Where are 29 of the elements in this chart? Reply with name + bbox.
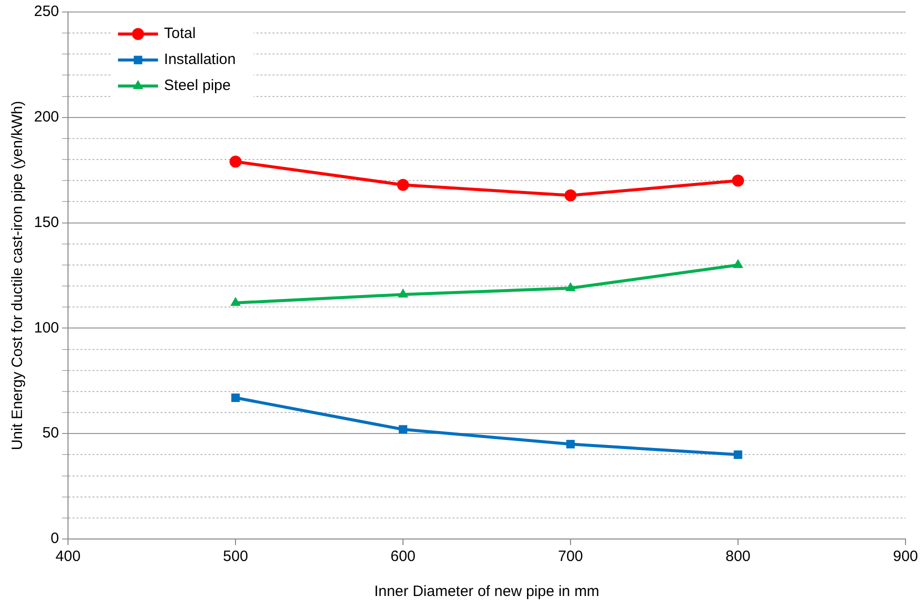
point — [230, 296, 241, 306]
point — [734, 450, 742, 459]
y-tick-label: 250 — [34, 3, 60, 20]
y-tick-label: 200 — [34, 108, 60, 126]
point — [231, 394, 240, 402]
y-tick-label: 100 — [34, 319, 60, 336]
y-tick-label: 150 — [34, 214, 60, 231]
x-tick-label: 500 — [223, 548, 248, 566]
legend-label: Steel pipe — [164, 77, 231, 94]
x-tick-label: 900 — [892, 548, 918, 566]
x-tick-label: 800 — [725, 548, 751, 566]
point — [397, 178, 410, 191]
point — [564, 189, 577, 202]
point — [732, 258, 744, 268]
point — [398, 425, 408, 434]
y-tick-label: 50 — [42, 424, 60, 442]
x-axis-title: Inner Diameter of new pipe in mm — [374, 583, 600, 600]
point — [565, 282, 576, 292]
legend-label: Total — [164, 25, 196, 42]
y-axis-title: Unit Energy Cost for ductile cast-iron pipe (yen/kWh) — [9, 100, 26, 450]
point — [566, 440, 575, 448]
y-tick-label: 0 — [50, 530, 60, 548]
point — [732, 174, 744, 187]
point — [398, 288, 408, 298]
point — [230, 156, 242, 168]
legend-label: Installation — [164, 51, 236, 68]
x-tick-label: 600 — [390, 548, 416, 566]
x-tick-label: 400 — [56, 548, 81, 566]
x-tick-label: 700 — [558, 548, 584, 566]
